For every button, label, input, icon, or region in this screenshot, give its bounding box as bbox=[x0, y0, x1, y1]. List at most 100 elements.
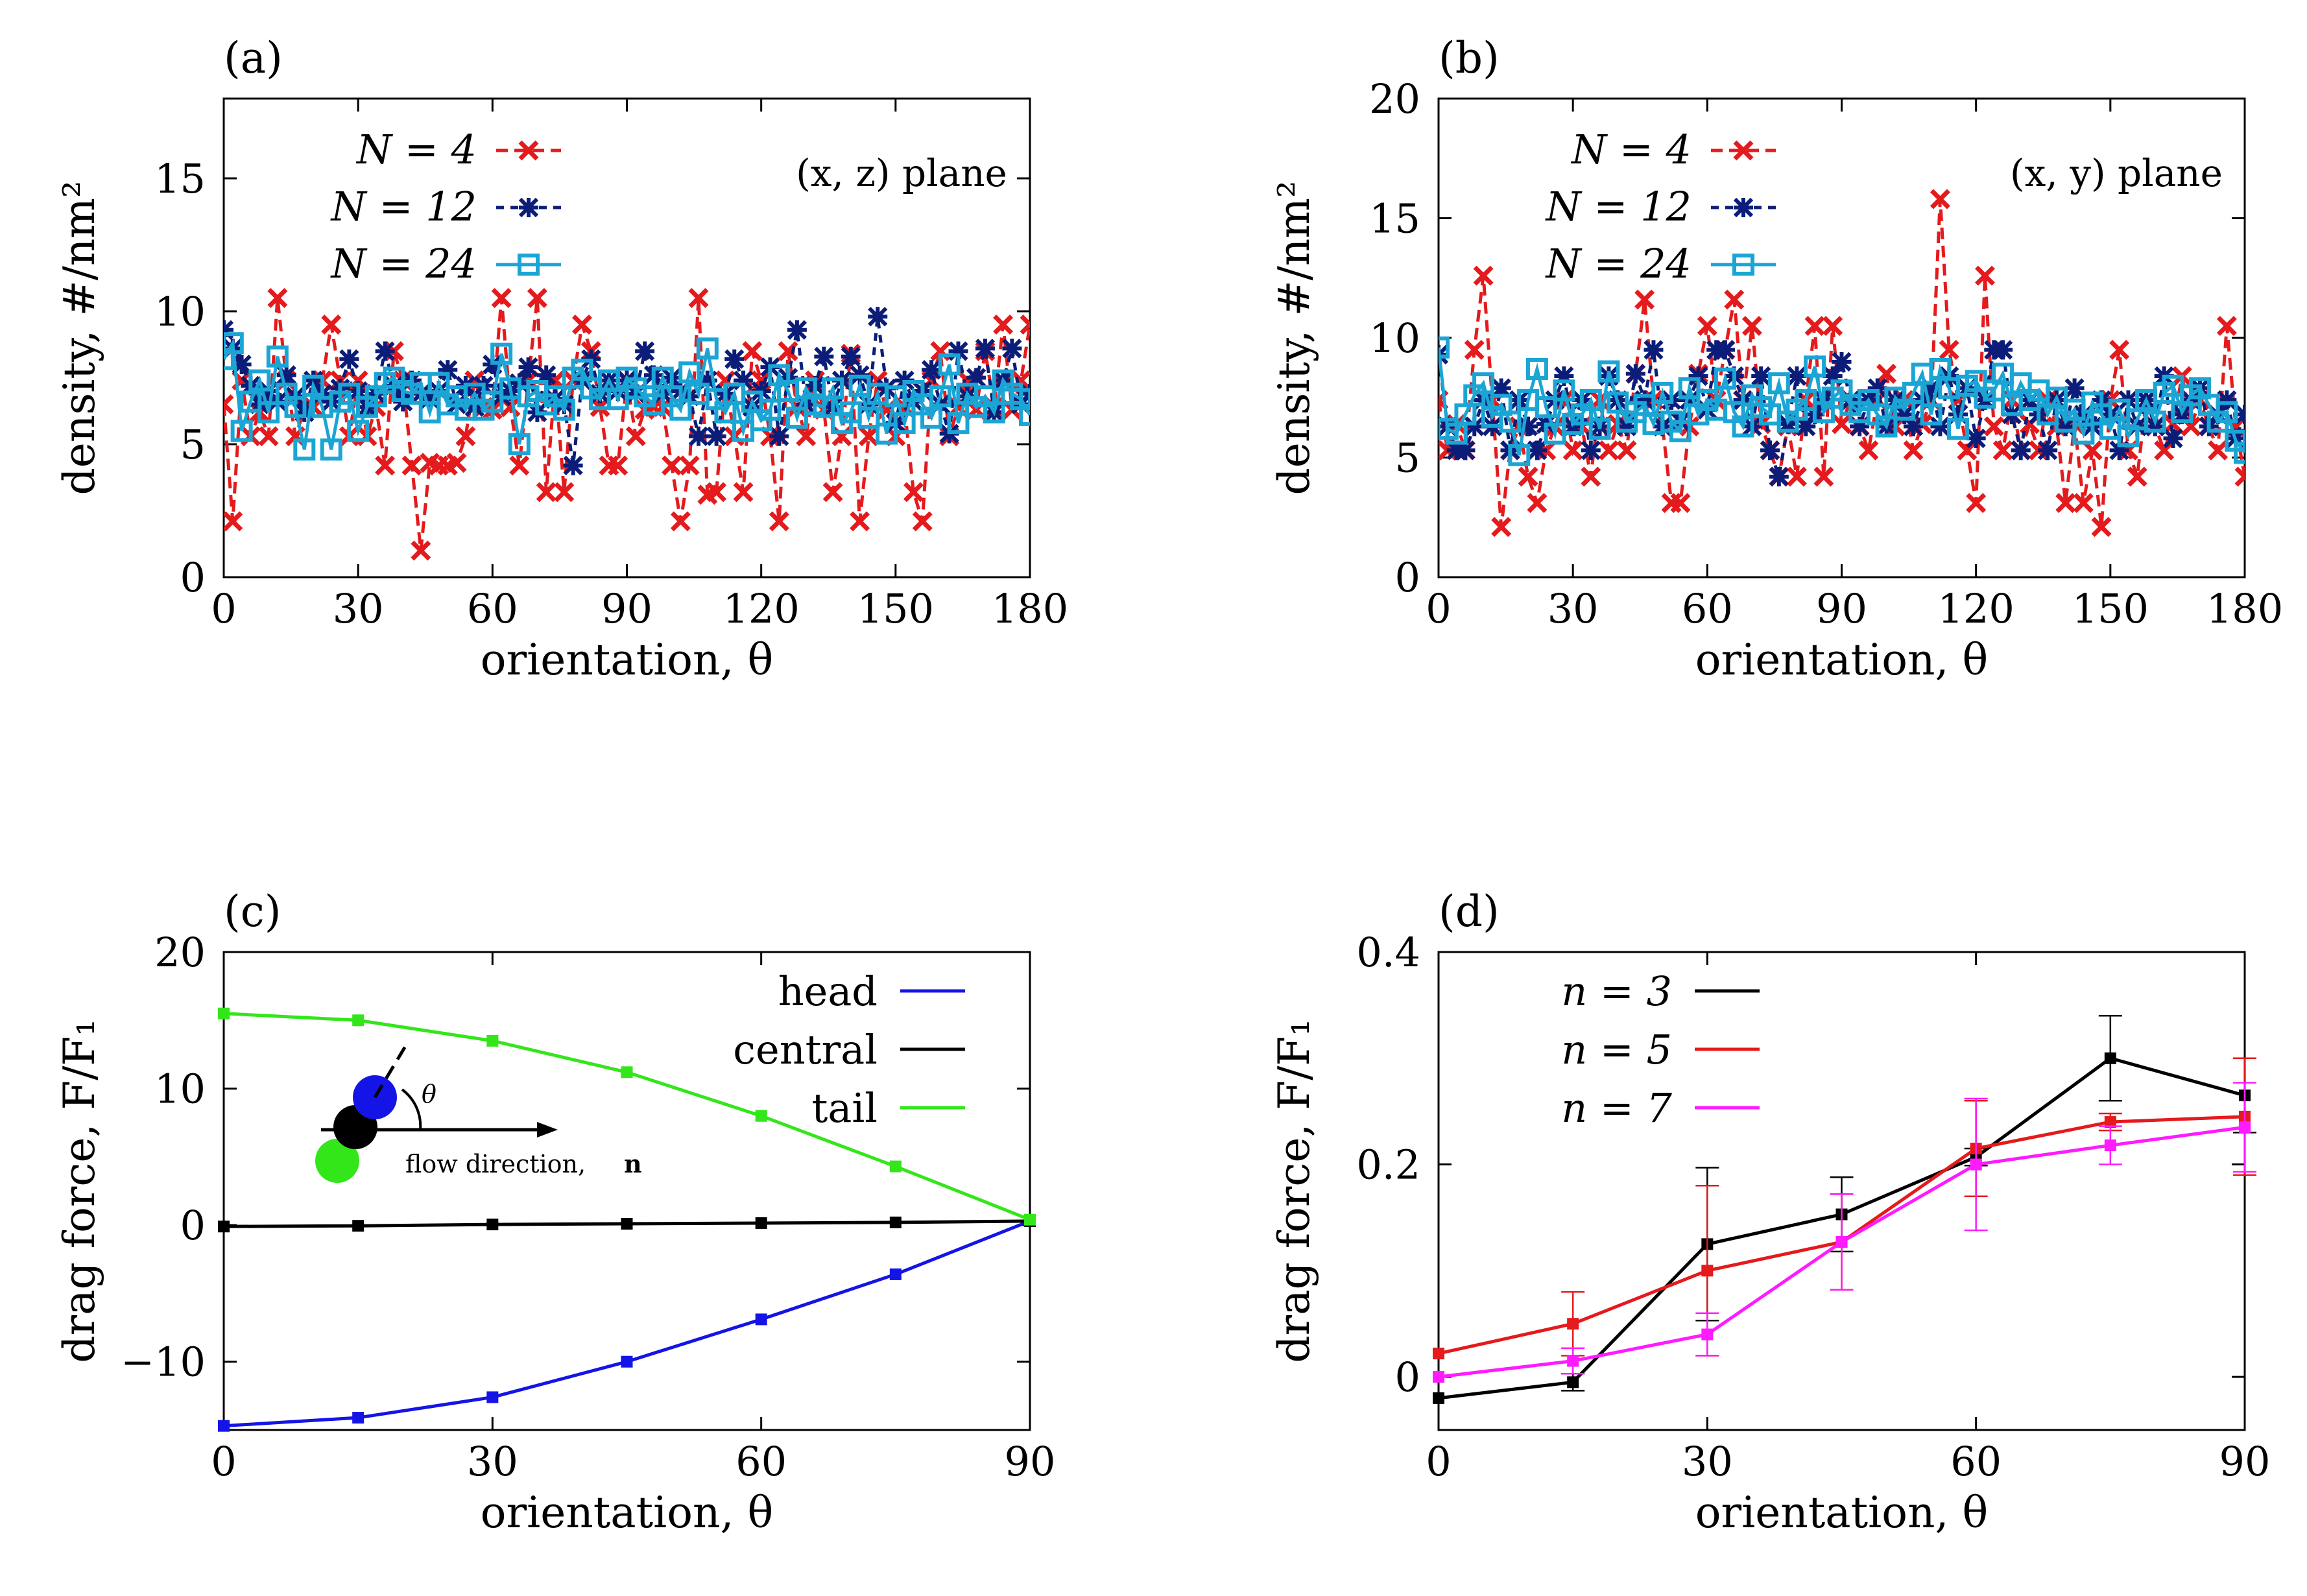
data-point bbox=[486, 1034, 499, 1047]
data-point-stroke2 bbox=[2082, 440, 2103, 460]
panel-label: (a) bbox=[224, 33, 283, 83]
x-axis-label: orientation, θ bbox=[481, 635, 773, 685]
plane-annotation: (x, y) plane bbox=[2010, 151, 2223, 195]
data-point bbox=[218, 1007, 230, 1019]
series-2 bbox=[1439, 336, 2245, 466]
data-point bbox=[1835, 1236, 1848, 1248]
data-point-stroke2 bbox=[850, 511, 870, 532]
legend-label: N = 4 bbox=[355, 126, 477, 173]
data-point-stroke2 bbox=[2091, 517, 2112, 537]
data-point-stroke2 bbox=[930, 341, 951, 361]
data-point-stroke2 bbox=[742, 341, 763, 361]
y-tick-label: 0.2 bbox=[1356, 1141, 1420, 1189]
panel-label: (d) bbox=[1439, 887, 1500, 936]
data-point bbox=[1701, 1265, 1714, 1277]
data-point bbox=[302, 374, 325, 397]
data-point bbox=[1433, 1371, 1444, 1383]
data-point bbox=[293, 438, 316, 461]
legend: N = 4 N = 12 N = 24 bbox=[1544, 126, 1776, 287]
x-tick-label: 90 bbox=[601, 585, 652, 632]
data-point bbox=[257, 401, 280, 423]
plane-annotation: (x, z) plane bbox=[796, 151, 1007, 195]
data-point bbox=[218, 1221, 230, 1233]
x-axis-label: orientation, θ bbox=[1695, 635, 1988, 685]
data-point bbox=[1433, 1392, 1444, 1404]
data-point bbox=[224, 348, 235, 370]
x-tick-label: 150 bbox=[2072, 585, 2149, 632]
data-point-stroke2 bbox=[1741, 316, 1762, 337]
data-point bbox=[759, 398, 782, 421]
data-point-stroke2 bbox=[733, 482, 754, 503]
data-point bbox=[1019, 403, 1030, 426]
y-tick-label: 0.4 bbox=[1356, 929, 1420, 976]
data-point bbox=[1567, 1355, 1579, 1367]
orientation-axis bbox=[373, 1040, 411, 1099]
data-point bbox=[755, 1217, 767, 1229]
data-point-stroke2 bbox=[1598, 440, 1619, 460]
x-tick-label: 120 bbox=[1937, 585, 2014, 632]
data-point bbox=[669, 398, 692, 421]
data-point bbox=[320, 438, 342, 461]
legend-label: n = 7 bbox=[1561, 1084, 1672, 1132]
data-point bbox=[2234, 466, 2245, 480]
data-point-stroke2 bbox=[2127, 466, 2147, 487]
data-point-stroke2 bbox=[554, 482, 575, 503]
data-point-stroke2 bbox=[769, 511, 789, 532]
data-point-stroke2 bbox=[1813, 466, 1834, 487]
legend-label: n = 3 bbox=[1561, 968, 1672, 1015]
data-point bbox=[2234, 442, 2245, 464]
series-tail bbox=[218, 1007, 1036, 1226]
y-tick-label: 0 bbox=[180, 1202, 206, 1249]
data-point-stroke2 bbox=[375, 455, 396, 476]
data-point bbox=[1795, 388, 1817, 411]
y-tick-label: 5 bbox=[180, 421, 206, 468]
data-point bbox=[1499, 411, 1522, 433]
data-point bbox=[1579, 388, 1602, 411]
legend-marker bbox=[1732, 254, 1754, 276]
y-tick-label: 0 bbox=[1395, 1353, 1420, 1401]
data-point-stroke2 bbox=[1697, 316, 1717, 337]
plot-area bbox=[224, 288, 1030, 561]
data-point bbox=[1024, 1213, 1036, 1226]
x-tick-label: 0 bbox=[1426, 1438, 1451, 1485]
data-point bbox=[352, 1014, 365, 1027]
data-point bbox=[889, 1216, 902, 1228]
x-tick-label: 0 bbox=[1426, 585, 1451, 632]
data-point bbox=[920, 407, 943, 429]
series-0 bbox=[1433, 1015, 2256, 1404]
data-point-stroke2 bbox=[267, 288, 288, 308]
data-point-stroke2 bbox=[2055, 493, 2076, 514]
data-point-stroke2 bbox=[993, 315, 1014, 335]
x-tick-label: 60 bbox=[467, 585, 518, 632]
y-tick-label: 10 bbox=[154, 1066, 206, 1113]
data-point-stroke2 bbox=[224, 320, 234, 333]
data-point-stroke2 bbox=[401, 455, 422, 476]
panel-d: 0 30 60 90 0 0.2 0.4 orientation, θ drag force, … bbox=[1269, 887, 2270, 1538]
data-point bbox=[938, 353, 961, 375]
data-point bbox=[621, 1066, 633, 1078]
legend-marker-stroke2 bbox=[518, 140, 539, 161]
data-point-stroke2 bbox=[1724, 289, 1745, 310]
data-point-stroke2 bbox=[1527, 493, 1548, 514]
x-tick-label: 30 bbox=[467, 1438, 518, 1485]
data-point bbox=[889, 1160, 902, 1173]
legend: head central tail bbox=[733, 968, 965, 1132]
data-point bbox=[1525, 357, 1548, 380]
data-point bbox=[347, 420, 370, 442]
data-point-stroke2 bbox=[1957, 440, 1978, 460]
data-point bbox=[486, 1391, 499, 1403]
data-point bbox=[284, 396, 307, 418]
data-point-stroke2 bbox=[1804, 316, 1825, 337]
x-tick-label: 30 bbox=[1548, 585, 1599, 632]
data-point bbox=[2045, 387, 2068, 409]
y-tick-label: 20 bbox=[154, 929, 206, 976]
data-point-stroke2 bbox=[688, 288, 709, 308]
data-point bbox=[2104, 1116, 2116, 1128]
data-point bbox=[553, 398, 575, 421]
data-point-stroke2 bbox=[1670, 493, 1691, 514]
panel-label: (c) bbox=[224, 887, 281, 936]
y-tick-label: 5 bbox=[1395, 435, 1420, 482]
data-point bbox=[1553, 379, 1575, 402]
x-tick-label: 120 bbox=[723, 585, 799, 632]
data-point-stroke2 bbox=[2216, 316, 2237, 337]
